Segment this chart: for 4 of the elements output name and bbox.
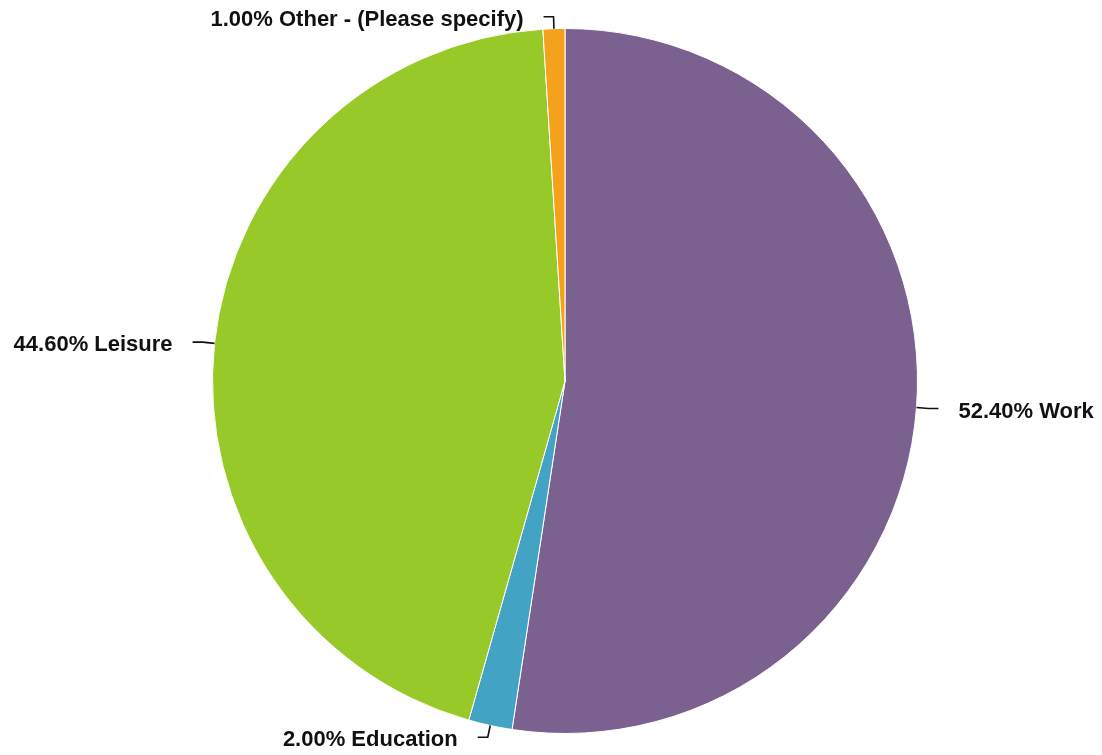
- slice-label: 52.40% Work: [958, 397, 1095, 423]
- slice-label: 44.60% Leisure: [13, 331, 173, 357]
- slice-label: 1.00% Other - (Please specify): [210, 5, 524, 31]
- slice-label: 2.00% Education: [282, 726, 458, 752]
